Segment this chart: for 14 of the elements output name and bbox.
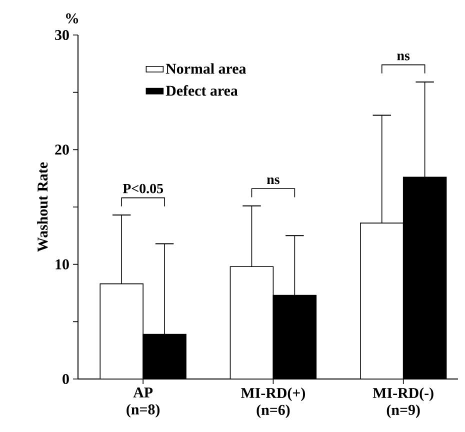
- x-tick-label: MI-RD(+) (n=6): [240, 388, 306, 418]
- x-tick-label: AP (n=8): [126, 388, 160, 418]
- annotation: ns: [397, 54, 410, 60]
- annotation: ns: [266, 177, 280, 184]
- text: %: [66, 13, 78, 24]
- y-tick-label: 10: [56, 259, 69, 270]
- y-axis-title: Washout Rate: [37, 162, 48, 252]
- legend-label: Defect area: [166, 85, 238, 96]
- y-tick-label: 20: [55, 144, 69, 155]
- annotation: P<0.05: [122, 184, 164, 194]
- y-tick-label: 0: [62, 374, 69, 384]
- legend-label: Normal area: [166, 63, 246, 74]
- y-tick-label: 30: [55, 30, 69, 40]
- x-tick-label: MI-RD(-) (n=9): [372, 388, 434, 418]
